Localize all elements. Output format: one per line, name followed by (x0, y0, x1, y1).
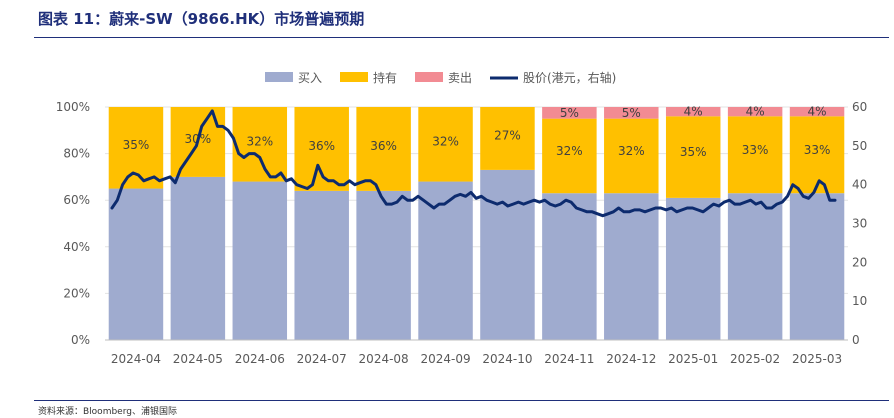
bar-segment-buy (356, 190, 411, 340)
title-divider (34, 37, 889, 38)
hold-data-label: 36% (308, 139, 335, 153)
y-right-tick-label: 40 (852, 178, 867, 192)
x-tick-label: 2024-05 (173, 352, 223, 366)
bar-segment-buy (604, 193, 659, 340)
y-right-tick-label: 10 (852, 294, 867, 308)
y-left-tick-label: 0% (71, 333, 90, 347)
y-left-tick-label: 80% (63, 147, 90, 161)
bar-segment-hold (789, 116, 845, 194)
bar-segment-hold (727, 116, 783, 194)
y-right-tick-label: 30 (852, 217, 867, 231)
x-tick-label: 2024-09 (420, 352, 470, 366)
x-tick-label: 2024-07 (297, 352, 347, 366)
legend-label: 股价(港元，右轴) (523, 70, 616, 85)
bar-segment-buy (170, 176, 226, 340)
x-tick-label: 2024-12 (606, 352, 656, 366)
bar-segment-buy (232, 181, 288, 340)
y-right-tick-label: 50 (852, 139, 867, 153)
hold-data-label: 32% (432, 134, 459, 148)
bar-segment-buy (789, 193, 845, 340)
y-right-tick-label: 0 (852, 333, 860, 347)
bar-segment-hold (665, 116, 721, 198)
y-left-tick-label: 100% (56, 100, 90, 114)
x-tick-label: 2024-10 (482, 352, 532, 366)
bar-segment-buy (665, 197, 721, 340)
bar-segment-sell (542, 107, 597, 119)
legend-label: 持有 (373, 70, 397, 85)
y-left-tick-label: 60% (63, 193, 90, 207)
sell-data-label: 4% (746, 105, 765, 119)
bar-segment-buy (727, 193, 783, 340)
bar-segment-sell (665, 107, 721, 117)
hold-data-label: 27% (494, 128, 521, 142)
data-labels: 35% 30% 32% 36% 36% 32% 27%32%5%32%5%35%4%33%4… (123, 105, 831, 159)
bar-segment-sell (789, 107, 845, 117)
bar-segment-hold (604, 118, 659, 194)
footer-divider (34, 400, 889, 401)
y-right-tick-label: 60 (852, 100, 867, 114)
bar-segment-sell (727, 107, 783, 117)
bar-segment-hold (480, 107, 535, 170)
bar-segment-hold (418, 107, 473, 182)
x-tick-label: 2024-11 (544, 352, 594, 366)
x-tick-label: 2025-01 (668, 352, 718, 366)
bar-segment-buy (542, 193, 597, 340)
source-note: 资料来源：Bloomberg、浦银国际 (38, 407, 177, 417)
legend-label: 买入 (298, 71, 322, 85)
legend-swatch-buy (265, 72, 293, 82)
stacked-bars (108, 107, 845, 340)
axes: 0% 20% 40% 60% 80% 100% 0 10 20 30 40 50 60 2024-04 20… (56, 100, 868, 366)
bar-segment-buy (418, 181, 473, 340)
sell-data-label: 5% (560, 106, 579, 120)
x-tick-label: 2024-04 (111, 352, 161, 366)
price-line (110, 109, 837, 218)
bar-segment-hold (542, 118, 597, 194)
hold-data-label: 33% (804, 143, 831, 157)
bar-segment-hold (232, 107, 288, 182)
y-left-tick-label: 40% (63, 240, 90, 254)
hold-data-label: 35% (680, 145, 707, 159)
sell-data-label: 4% (808, 105, 827, 119)
hold-data-label: 32% (556, 144, 583, 158)
hold-data-label: 36% (370, 139, 397, 153)
x-tick-label: 2025-03 (792, 352, 842, 366)
x-tick-label: 2024-08 (359, 352, 409, 366)
bar-segment-buy (108, 188, 164, 340)
y-right-tick-label: 20 (852, 255, 867, 269)
figure-title: 图表 11：蔚来-SW（9866.HK）市场普遍预期 (38, 10, 365, 28)
hold-data-label: 33% (742, 143, 769, 157)
legend: 买入 持有 卖出 股价(港元，右轴) (265, 70, 616, 85)
price-line-layer (110, 109, 837, 218)
hold-data-label: 35% (123, 138, 150, 152)
sell-data-label: 5% (622, 106, 641, 120)
legend-swatch-hold (340, 72, 368, 82)
y-left-tick-label: 20% (63, 286, 90, 300)
hold-data-label: 32% (246, 134, 273, 148)
bar-segment-buy (480, 169, 535, 340)
x-tick-label: 2025-02 (730, 352, 780, 366)
x-tick-label: 2024-06 (235, 352, 285, 366)
legend-swatch-sell (415, 72, 443, 82)
bar-segment-sell (604, 107, 659, 119)
legend-label: 卖出 (448, 71, 472, 85)
hold-data-label: 32% (618, 144, 645, 158)
bar-segment-hold (356, 107, 411, 191)
bar-segment-buy (294, 190, 349, 340)
sell-data-label: 4% (684, 105, 703, 119)
